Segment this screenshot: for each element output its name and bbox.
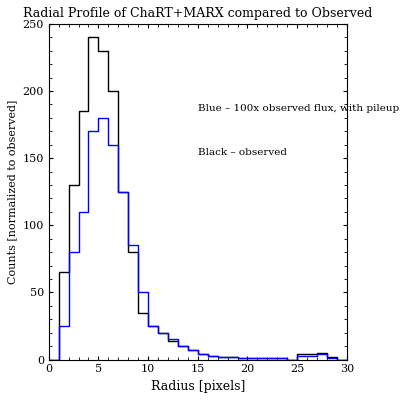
- Y-axis label: Counts [normalized to observed]: Counts [normalized to observed]: [7, 100, 17, 284]
- X-axis label: Radius [pixels]: Radius [pixels]: [150, 380, 245, 393]
- Text: Blue – 100x observed flux, with pileup: Blue – 100x observed flux, with pileup: [198, 104, 399, 114]
- Text: Black – observed: Black – observed: [198, 148, 287, 157]
- Title: Radial Profile of ChaRT+MARX compared to Observed: Radial Profile of ChaRT+MARX compared to…: [23, 7, 372, 20]
